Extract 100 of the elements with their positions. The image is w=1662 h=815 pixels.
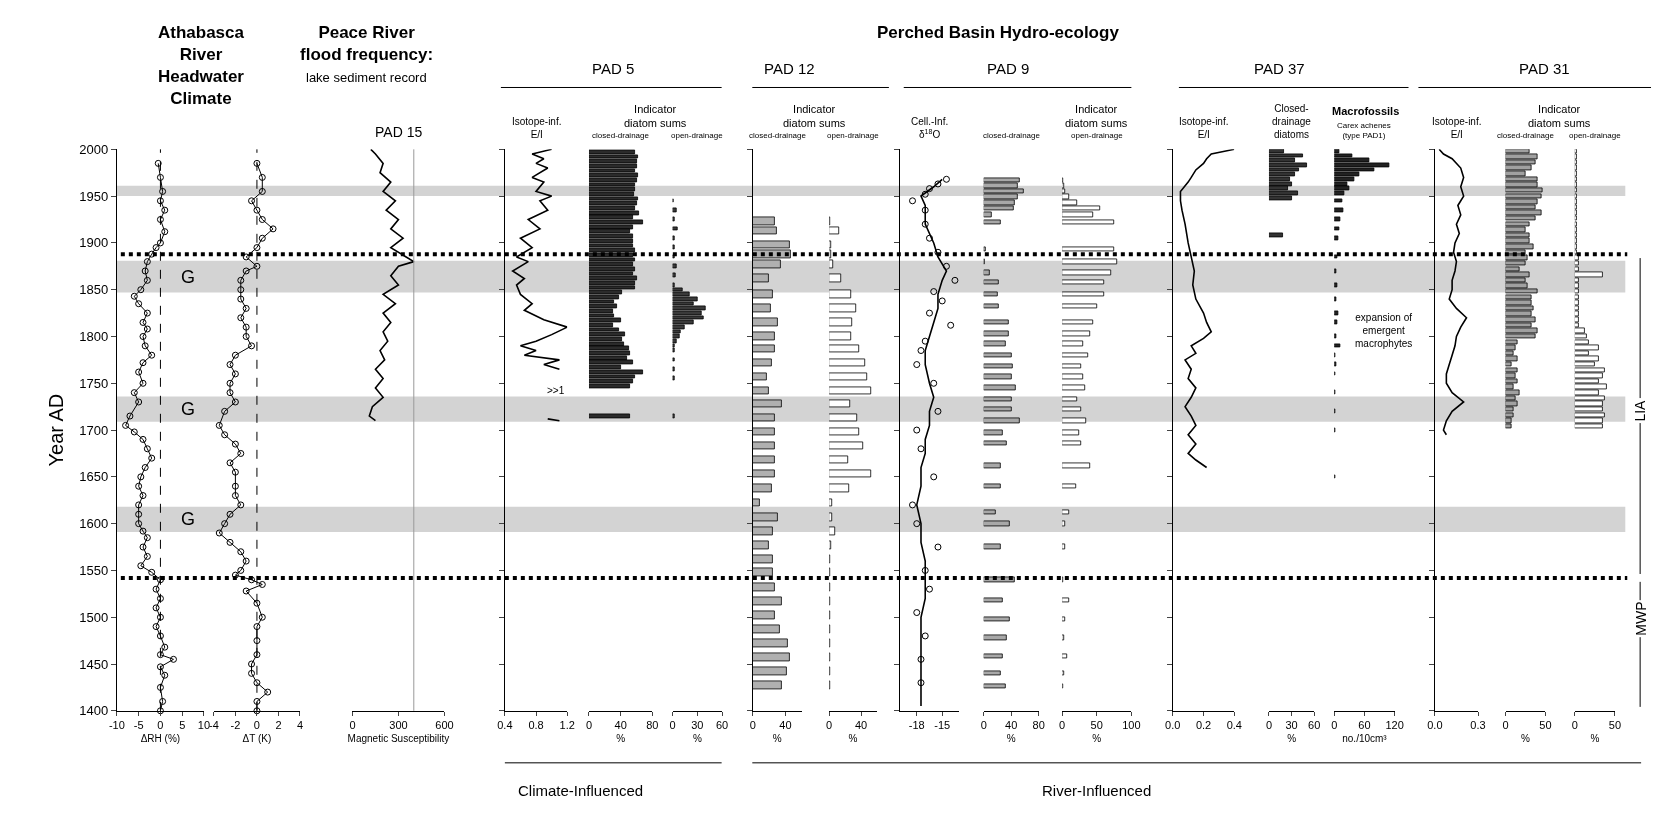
- bar: [983, 429, 1003, 436]
- y-tick-label: 1500: [79, 609, 109, 625]
- bar: [672, 263, 677, 269]
- point: [242, 332, 250, 340]
- point: [934, 543, 942, 551]
- bar: [829, 273, 842, 283]
- point: [253, 599, 261, 607]
- chart-title: closed-drainage: [1497, 131, 1555, 140]
- text: PAD 9: [987, 60, 1030, 77]
- bar: [1334, 198, 1343, 203]
- x-tick-label: 60: [1308, 719, 1321, 731]
- x-tick-label: 0: [1502, 719, 1509, 731]
- point: [921, 190, 929, 198]
- bar: [1062, 363, 1082, 369]
- x-axis-title: %: [772, 732, 782, 744]
- point: [925, 185, 933, 193]
- bar: [672, 244, 675, 250]
- bar: [1268, 153, 1303, 158]
- point: [942, 262, 950, 270]
- text: Climate-Influenced: [518, 782, 644, 799]
- point: [909, 197, 917, 205]
- x-tick-label: 0.4: [1226, 719, 1242, 731]
- bar: [983, 462, 1001, 469]
- x-tick-label: 40: [1005, 719, 1018, 731]
- bar: [672, 216, 675, 222]
- text: Athabasca River Headwater Climate: [158, 23, 245, 109]
- point: [231, 398, 239, 406]
- text: Indicator diatom sums: [1065, 103, 1128, 130]
- bar: [829, 526, 836, 536]
- bar: [1062, 406, 1082, 412]
- text: Indicator diatom sums: [783, 103, 846, 130]
- bar: [589, 359, 633, 365]
- x-tick-label: -5: [133, 719, 144, 731]
- bar: [672, 375, 675, 381]
- text: LIA: [1631, 399, 1648, 422]
- chart-title: closed-drainage: [749, 131, 807, 140]
- bar: [829, 344, 860, 353]
- chart-title: Cell.-Inf. δ$^{18}$O: [911, 116, 949, 140]
- x-axis-title: ΔRH (%): [140, 732, 181, 744]
- chart-title: open-drainage: [671, 131, 724, 140]
- bar: [983, 340, 1006, 347]
- point: [248, 669, 256, 677]
- bar: [983, 616, 1010, 622]
- point: [921, 566, 929, 574]
- bar: [983, 653, 1003, 659]
- bar: [1334, 296, 1337, 302]
- x-axis-title: no./10cm³: [1342, 732, 1388, 744]
- bar: [589, 200, 637, 206]
- point: [248, 576, 256, 584]
- point: [253, 707, 261, 715]
- x-tick-label: 0: [1059, 719, 1066, 731]
- x-tick-label: 30: [691, 719, 704, 731]
- point: [925, 585, 933, 593]
- chart-title: open-drainage: [1071, 131, 1124, 140]
- bar: [983, 384, 1016, 391]
- bar: [589, 275, 637, 281]
- x-tick-label: 0: [157, 719, 164, 731]
- bar: [829, 289, 852, 299]
- bar: [983, 543, 1001, 550]
- bar: [589, 317, 621, 323]
- y-tick-label: 1850: [79, 282, 109, 298]
- x-tick-label: 10: [197, 719, 211, 731]
- bar: [1268, 171, 1295, 177]
- point: [226, 361, 234, 369]
- x-tick-label: 600: [435, 719, 454, 731]
- bar: [672, 413, 675, 419]
- x-tick-label: 40: [854, 719, 868, 731]
- point: [253, 651, 261, 659]
- point: [917, 445, 925, 453]
- annotation: >>1: [547, 385, 565, 396]
- point: [925, 234, 933, 242]
- bar: [1574, 153, 1577, 160]
- point: [237, 449, 245, 457]
- bar: [983, 520, 1010, 527]
- bar: [983, 396, 1012, 402]
- y-tick-label: 1550: [79, 562, 109, 578]
- bar: [672, 272, 676, 278]
- y-tick-label: 1800: [79, 329, 109, 345]
- bar: [829, 331, 852, 341]
- point: [231, 482, 239, 490]
- bar: [672, 347, 675, 353]
- point: [242, 253, 250, 261]
- point: [226, 538, 234, 546]
- point: [934, 180, 942, 188]
- bar: [983, 440, 1007, 446]
- x-tick-label: 50: [1090, 719, 1103, 731]
- bar: [1334, 207, 1344, 213]
- x-axis-title: %: [1521, 732, 1531, 744]
- chart-title: Closed- drainage diatoms: [1272, 103, 1312, 140]
- point: [258, 580, 266, 588]
- point: [921, 206, 929, 214]
- x-tick-label: 40: [779, 719, 792, 731]
- bar: [1334, 226, 1340, 231]
- x-tick-label: 100: [1122, 719, 1141, 731]
- point: [231, 370, 239, 378]
- point: [258, 613, 266, 621]
- point: [917, 679, 925, 687]
- chart-title: open-drainage: [1569, 131, 1622, 140]
- bar: [983, 291, 998, 297]
- bar: [1062, 417, 1087, 424]
